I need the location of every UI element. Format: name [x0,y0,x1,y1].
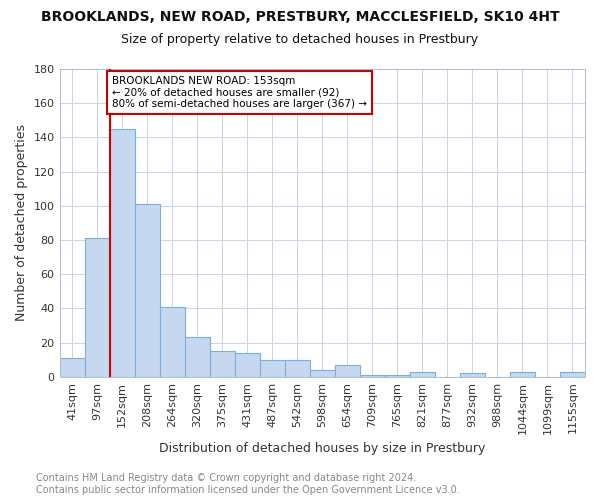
Bar [209,351,235,377]
Bar [134,204,160,377]
Bar [285,360,310,377]
Bar [510,372,535,377]
Bar [560,372,585,377]
Bar [160,306,185,377]
Bar [85,238,110,377]
Bar [260,360,285,377]
Bar [385,375,410,377]
Text: Contains HM Land Registry data © Crown copyright and database right 2024.
Contai: Contains HM Land Registry data © Crown c… [36,474,460,495]
Bar [185,338,209,377]
Bar [310,370,335,377]
X-axis label: Distribution of detached houses by size in Prestbury: Distribution of detached houses by size … [159,442,485,455]
Text: BROOKLANDS NEW ROAD: 153sqm
← 20% of detached houses are smaller (92)
80% of sem: BROOKLANDS NEW ROAD: 153sqm ← 20% of det… [112,76,367,109]
Text: BROOKLANDS, NEW ROAD, PRESTBURY, MACCLESFIELD, SK10 4HT: BROOKLANDS, NEW ROAD, PRESTBURY, MACCLES… [41,10,559,24]
Bar [110,129,134,377]
Text: Size of property relative to detached houses in Prestbury: Size of property relative to detached ho… [121,32,479,46]
Bar [360,375,385,377]
Bar [235,353,260,377]
Bar [410,372,435,377]
Bar [59,358,85,377]
Bar [460,374,485,377]
Y-axis label: Number of detached properties: Number of detached properties [15,124,28,322]
Bar [335,365,360,377]
